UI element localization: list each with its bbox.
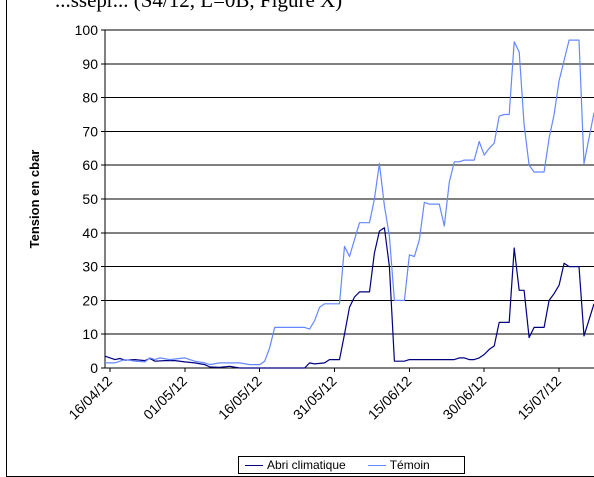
y-axis-title: Tension en cbar [27,150,42,249]
legend-item-series-2: Témoin [367,458,430,472]
y-tick-label: 20 [82,292,98,308]
y-tick-label: 40 [82,225,98,241]
x-tick-label: 31/05/12 [290,373,340,423]
series-line-2 [105,39,594,366]
x-tick-label: 30/06/12 [439,373,489,423]
legend-swatch-series-1 [245,464,263,466]
y-tick-label: 10 [82,326,98,342]
y-tick-label: 50 [82,191,98,207]
legend-label-series-1: Abri climatique [267,458,346,472]
y-tick-label: 70 [82,123,98,139]
y-tick-label: 0 [90,360,98,376]
y-tick-label: 100 [75,22,99,38]
y-tick-label: 60 [82,157,98,173]
frame-left-border [6,0,7,477]
legend-label-series-2: Témoin [389,458,430,472]
legend-item-series-1: Abri climatique [245,458,346,472]
y-tick-label: 90 [82,56,98,72]
chart-legend: Abri climatique Témoin [238,456,465,474]
y-tick-label: 30 [82,259,98,275]
caption-fragment: ...ssepr... (S4/12, L=0B, Figure X) [55,0,343,12]
x-tick-label: 15/07/12 [514,373,564,423]
y-tick-label: 80 [82,90,98,106]
series-line-1 [104,227,594,369]
x-tick-label: 15/06/12 [365,373,415,423]
x-tick-label: 16/05/12 [215,373,265,423]
x-tick-label: 16/04/12 [65,373,115,423]
legend-swatch-series-2 [367,464,386,466]
x-tick-label: 01/05/12 [140,373,190,423]
